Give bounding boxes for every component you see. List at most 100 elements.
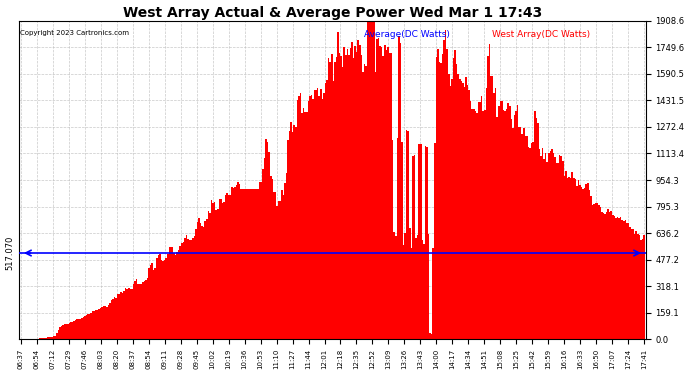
Bar	[134, 281, 136, 339]
Bar	[487, 56, 489, 339]
Bar	[193, 236, 195, 339]
Bar	[351, 42, 353, 339]
Bar	[469, 90, 470, 339]
Bar	[231, 187, 233, 339]
Bar	[368, 21, 370, 339]
Bar	[606, 212, 607, 339]
Bar	[52, 337, 53, 339]
Bar	[92, 311, 94, 339]
Bar	[581, 187, 582, 339]
Bar	[578, 180, 579, 339]
Bar	[453, 58, 454, 339]
Bar	[101, 307, 103, 339]
Bar	[251, 189, 253, 339]
Bar	[284, 183, 286, 339]
Bar	[406, 130, 408, 339]
Bar	[86, 315, 88, 339]
Bar	[204, 221, 206, 339]
Bar	[575, 179, 576, 339]
Bar	[137, 284, 139, 339]
Bar	[250, 189, 251, 339]
Bar	[451, 79, 453, 339]
Bar	[564, 176, 565, 339]
Bar	[179, 246, 181, 339]
Bar	[79, 319, 81, 339]
Bar	[73, 321, 75, 339]
Bar	[117, 294, 119, 339]
Bar	[259, 182, 261, 339]
Bar	[290, 122, 292, 339]
Bar	[524, 136, 526, 339]
Bar	[95, 310, 97, 339]
Bar	[41, 338, 42, 339]
Bar	[156, 258, 157, 339]
Bar	[355, 46, 356, 339]
Bar	[353, 58, 355, 339]
Bar	[586, 184, 587, 339]
Bar	[489, 44, 490, 339]
Bar	[346, 49, 348, 339]
Bar	[255, 189, 256, 339]
Bar	[62, 325, 64, 339]
Text: West Array(DC Watts): West Array(DC Watts)	[492, 30, 591, 39]
Bar	[434, 143, 435, 339]
Bar	[454, 50, 456, 339]
Bar	[266, 139, 267, 339]
Bar	[292, 132, 293, 339]
Bar	[217, 209, 219, 339]
Bar	[281, 190, 282, 339]
Bar	[339, 53, 340, 339]
Bar	[457, 74, 459, 339]
Bar	[397, 138, 398, 339]
Bar	[559, 156, 560, 339]
Bar	[549, 151, 551, 339]
Bar	[334, 62, 335, 339]
Bar	[77, 319, 78, 339]
Bar	[88, 315, 89, 339]
Text: Copyright 2023 Cartronics.com: Copyright 2023 Cartronics.com	[20, 30, 129, 36]
Bar	[545, 153, 546, 339]
Bar	[166, 258, 167, 339]
Bar	[268, 152, 270, 339]
Bar	[542, 148, 543, 339]
Bar	[275, 192, 276, 339]
Bar	[589, 190, 590, 339]
Bar	[643, 235, 645, 339]
Bar	[168, 247, 170, 339]
Bar	[543, 159, 545, 339]
Bar	[145, 280, 147, 339]
Bar	[53, 336, 55, 339]
Bar	[395, 236, 397, 339]
Bar	[573, 178, 575, 339]
Bar	[593, 204, 595, 339]
Bar	[55, 336, 56, 339]
Bar	[504, 111, 506, 339]
Bar	[153, 270, 155, 339]
Bar	[403, 245, 404, 339]
Bar	[464, 87, 465, 339]
Bar	[124, 291, 125, 339]
Bar	[103, 306, 104, 339]
Bar	[225, 195, 226, 339]
Bar	[386, 50, 387, 339]
Bar	[83, 317, 84, 339]
Bar	[221, 203, 223, 339]
Bar	[320, 89, 322, 339]
Bar	[183, 242, 184, 339]
Bar	[492, 76, 493, 339]
Bar	[206, 219, 208, 339]
Bar	[100, 308, 101, 339]
Bar	[58, 330, 59, 339]
Bar	[131, 289, 132, 339]
Bar	[540, 156, 542, 339]
Bar	[566, 178, 569, 339]
Bar	[136, 279, 137, 339]
Bar	[638, 235, 640, 339]
Bar	[501, 101, 503, 339]
Bar	[513, 116, 515, 339]
Bar	[189, 240, 190, 339]
Bar	[226, 193, 228, 339]
Bar	[424, 146, 426, 339]
Bar	[640, 240, 642, 339]
Bar	[61, 326, 62, 339]
